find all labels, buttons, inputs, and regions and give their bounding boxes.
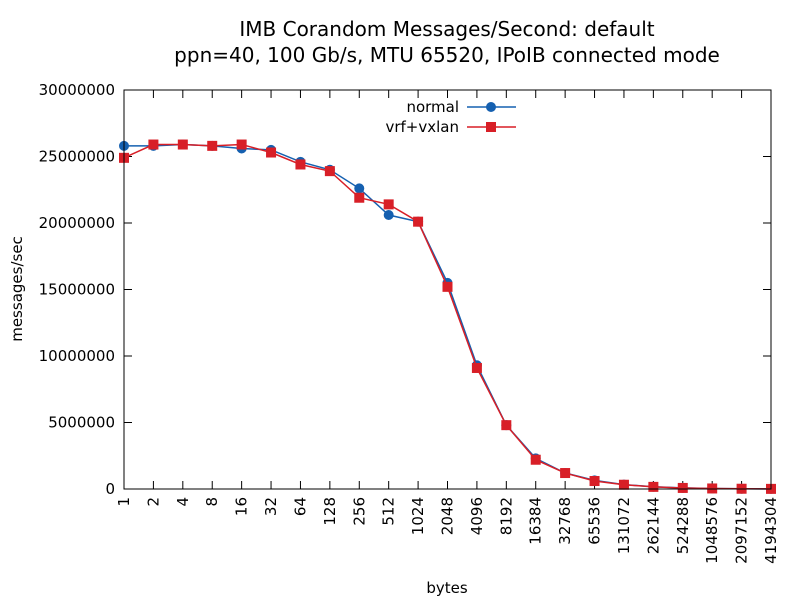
x-tick-label: 4194304 (762, 497, 780, 564)
y-tick-label: 20000000 (39, 214, 115, 232)
data-point (442, 281, 453, 292)
y-tick-label: 25000000 (39, 148, 115, 166)
series-vrf-vxlan (119, 139, 776, 494)
x-tick-label: 32768 (556, 497, 574, 545)
x-tick-label: 262144 (644, 497, 662, 554)
data-point (413, 216, 424, 227)
data-point (618, 479, 629, 490)
data-point (236, 139, 247, 150)
legend-entry: vrf+vxlan (385, 118, 516, 136)
x-tick-label: 8192 (497, 497, 515, 535)
legend-label: normal (406, 98, 459, 116)
data-point (383, 199, 394, 210)
data-point (324, 166, 335, 177)
x-tick-label: 64 (291, 497, 309, 516)
x-tick-label: 4 (174, 497, 192, 507)
legend-entry: normal (406, 98, 516, 116)
plot-frame (123, 89, 772, 490)
y-axis-label: messages/sec (8, 236, 26, 342)
series-line (123, 143, 772, 490)
y-tick-label: 15000000 (39, 281, 115, 299)
series-line (124, 143, 772, 490)
x-tick-label: 65536 (586, 497, 604, 545)
data-point (707, 483, 718, 494)
data-point (677, 482, 688, 493)
x-tick-label: 131072 (615, 497, 633, 554)
data-point (354, 192, 365, 203)
x-tick-label: 2 (144, 497, 162, 507)
y-tick-label: 10000000 (39, 347, 115, 365)
y-tick-label: 5000000 (48, 414, 115, 432)
data-point (530, 454, 541, 465)
data-point (383, 210, 394, 221)
series-normal (119, 139, 776, 494)
x-tick-label: 2097152 (733, 497, 751, 564)
data-point (148, 139, 159, 150)
x-tick-label: 1048576 (703, 497, 721, 564)
data-point (354, 183, 365, 194)
x-axis-label: bytes (426, 579, 468, 597)
chart-title-line2: ppn=40, 100 Gb/s, MTU 65520, IPoIB conne… (174, 43, 720, 67)
x-tick-label: 2048 (439, 497, 457, 535)
x-tick-label: 4096 (468, 497, 486, 535)
x-tick-label: 16 (233, 497, 251, 516)
x-tick-label: 1 (115, 497, 133, 507)
x-tick-label: 512 (380, 497, 398, 526)
data-point (207, 140, 218, 151)
legend: normal vrf+vxlan (385, 98, 516, 136)
chart-title-line1: IMB Corandom Messages/Second: default (239, 17, 654, 41)
series-layer (119, 139, 776, 494)
x-tick-label: 16384 (527, 497, 545, 545)
data-point (295, 159, 306, 170)
data-point (648, 481, 659, 492)
axes-layer: 0 5000000 10000000 15000000 20000000 25000000… (39, 81, 780, 564)
data-point (589, 476, 600, 487)
legend-marker (486, 102, 496, 112)
legend-marker (486, 122, 496, 132)
data-point (471, 362, 482, 373)
x-tick-label: 524288 (674, 497, 692, 554)
data-point (560, 468, 571, 479)
legend-label: vrf+vxlan (385, 118, 459, 136)
x-tick-label: 1024 (409, 497, 427, 535)
y-tick-label: 30000000 (39, 81, 115, 99)
x-tick-label: 8 (203, 497, 221, 507)
x-tick-label: 256 (350, 497, 368, 526)
data-point (501, 420, 512, 431)
x-tick-label: 128 (321, 497, 339, 526)
y-tick-label: 0 (105, 480, 115, 498)
data-point (266, 147, 277, 158)
data-point (177, 139, 188, 150)
x-tick-label: 32 (262, 497, 280, 516)
